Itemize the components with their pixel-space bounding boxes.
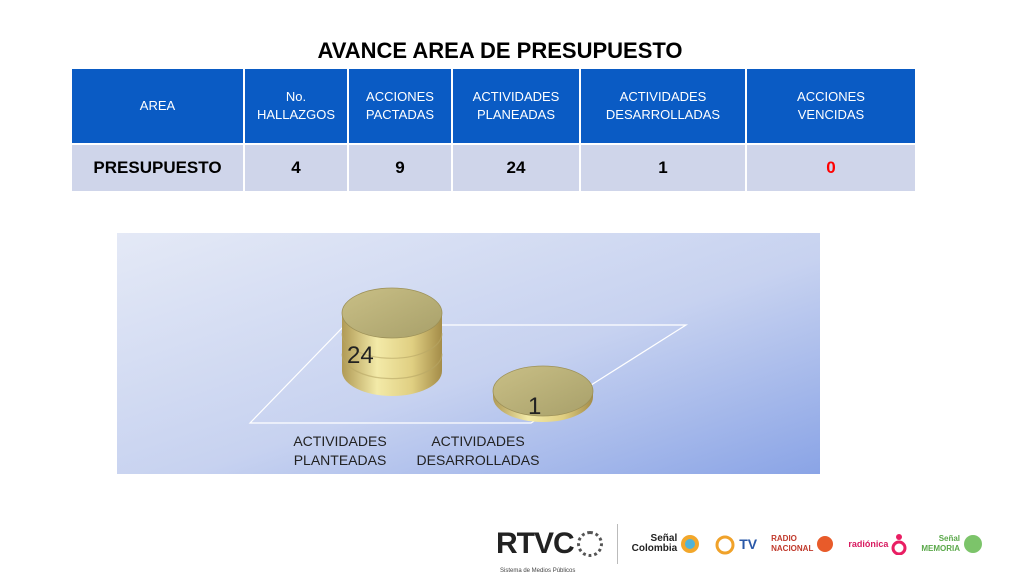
rtvc-logo-text: RTVC	[496, 527, 575, 560]
cell-acciones-vencidas: 0	[746, 143, 917, 191]
senal-memoria-icon	[964, 535, 983, 553]
header-area: AREA	[72, 69, 245, 144]
category-label-1: ACTIVIDADES DESARROLLADAS	[417, 433, 540, 468]
bars-group	[341, 287, 594, 422]
bar-1	[492, 365, 594, 422]
bar-0	[341, 287, 443, 396]
bar-ring	[341, 333, 443, 359]
cell-area: PRESUPUESTO	[72, 143, 245, 191]
cell-actividades-planeadas: 24	[452, 143, 581, 191]
radionica-logo: radiónica	[848, 533, 907, 555]
header-hallazgos: No. HALLAZGOS	[244, 69, 349, 144]
bar-top	[341, 287, 443, 339]
bar-ring	[341, 353, 443, 380]
radio-nacional-icon	[817, 536, 834, 552]
radionica-icon	[891, 534, 907, 555]
logo-divider	[616, 524, 618, 564]
radio-nacional-text: RADIO NACIONAL	[771, 534, 814, 553]
senal-colombia-logo: Señal Colombia	[632, 534, 701, 554]
tv-logo: TV	[714, 533, 757, 555]
data-label-0: 24	[347, 342, 374, 369]
senal-memoria-text: Señal MEMORIA	[921, 534, 961, 553]
bar-top	[492, 365, 594, 417]
senal-colombia-text: Señal Colombia	[631, 533, 678, 554]
rtvc-subtitle: Sistema de Medios Públicos	[500, 568, 576, 574]
senal-colombia-icon	[681, 535, 700, 553]
table-row: PRESUPUESTO 4 9 24 1 0	[72, 143, 917, 191]
tv-text: TV	[739, 536, 758, 552]
table-header-row: AREA No. HALLAZGOS ACCIONES PACTADAS ACT…	[72, 69, 917, 144]
data-label-1: 1	[528, 393, 541, 420]
labels-group: 24 1 ACTIVIDADES PLANTEADAS ACTIVIDADES DESAR…	[293, 342, 541, 468]
category-label-0: ACTIVIDADES PLANTEADAS	[293, 433, 386, 468]
chart: 24 1 ACTIVIDADES PLANTEADAS ACTIVIDADES DESAR…	[117, 233, 820, 474]
summary-table: AREA No. HALLAZGOS ACCIONES PACTADAS ACT…	[72, 69, 917, 191]
cell-actividades-desarrolladas: 1	[580, 143, 747, 191]
senal-memoria-logo: Señal MEMORIA	[921, 534, 983, 554]
radio-nacional-logo: RADIO NACIONAL	[771, 534, 834, 554]
cell-hallazgos: 4	[244, 143, 349, 191]
rtvc-logo: RTVC Sistema de Medios Públicos	[496, 527, 603, 574]
footer-logos: RTVC Sistema de Medios Públicos Señal Co…	[496, 518, 983, 574]
chart-svg: 24 1 ACTIVIDADES PLANTEADAS ACTIVIDADES DESAR…	[117, 233, 820, 474]
cell-acciones-pactadas: 9	[348, 143, 453, 191]
header-actividades-desarrolladas: ACTIVIDADES DESARROLLADAS	[580, 69, 747, 144]
rtvc-ring-icon	[576, 531, 603, 557]
header-acciones-vencidas: ACCIONES VENCIDAS	[746, 69, 917, 144]
header-acciones-pactadas: ACCIONES PACTADAS	[348, 69, 453, 144]
radionica-text: radiónica	[848, 539, 889, 549]
tv-swirl-icon	[715, 535, 735, 555]
header-actividades-planeadas: ACTIVIDADES PLANEADAS	[452, 69, 581, 144]
page-title: AVANCE AREA DE PRESUPUESTO	[317, 38, 683, 63]
chart-background	[117, 233, 820, 474]
chart-floor-plane	[248, 324, 689, 424]
